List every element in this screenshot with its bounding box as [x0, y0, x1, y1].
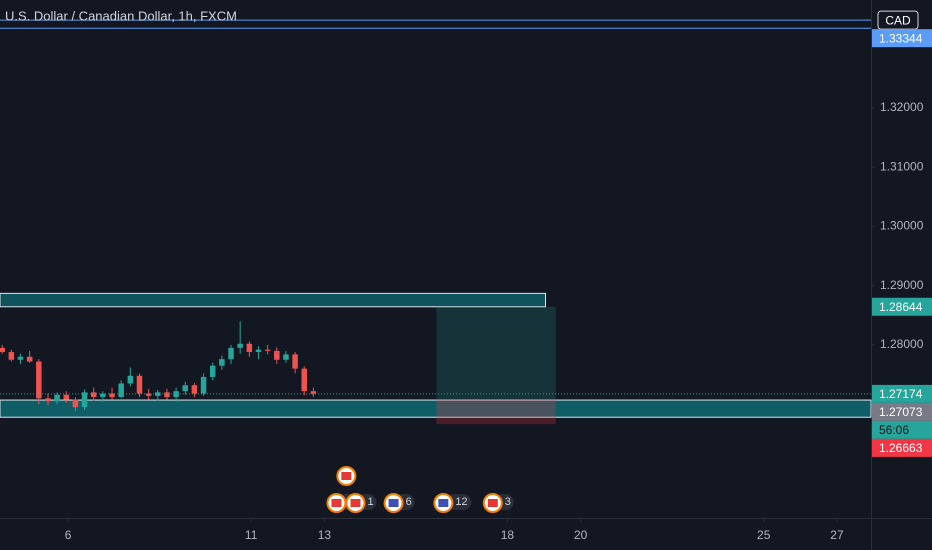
candle-body — [8, 352, 15, 360]
chart-title: U.S. Dollar / Canadian Dollar, 1h, FXCM — [5, 8, 237, 23]
price-label-text: 56:06 — [879, 423, 909, 437]
candle-body — [191, 385, 198, 394]
candle-body — [90, 392, 97, 398]
candle-body — [255, 349, 262, 353]
candle-body — [136, 375, 143, 394]
y-tick-label: 1.28000 — [880, 337, 924, 351]
candle-body — [0, 347, 5, 353]
event-flag — [487, 499, 498, 507]
candle-body — [237, 343, 243, 348]
candle-body — [200, 376, 207, 394]
candle-body — [219, 359, 225, 366]
candle-body — [100, 393, 106, 398]
price-label-text: 1.27073 — [879, 405, 923, 419]
candle-body — [209, 365, 216, 377]
x-tick-label: 18 — [501, 528, 515, 542]
price-label: 56:06 — [872, 420, 932, 439]
candle-body — [283, 354, 289, 360]
y-tick-label: 1.31000 — [880, 159, 924, 173]
price-label-box — [872, 402, 932, 421]
candle-body — [182, 385, 189, 392]
candle-body — [274, 350, 280, 360]
candle-body — [72, 399, 79, 408]
candle-body — [301, 368, 307, 392]
event-flag — [388, 499, 399, 507]
event-flag — [331, 499, 342, 507]
price-label: 1.28644 — [872, 297, 932, 316]
candle-body — [292, 354, 298, 369]
candle-body — [164, 392, 170, 398]
price-label-box — [872, 384, 932, 403]
candle-body — [45, 398, 51, 402]
x-tick-label: 6 — [65, 528, 72, 542]
y-tick-label: 1.32000 — [880, 100, 924, 114]
candle-body — [127, 375, 134, 384]
price-label-text: 1.26663 — [879, 441, 923, 455]
y-tick-label: 1.30000 — [880, 219, 924, 233]
price-label-text: 1.27174 — [879, 387, 923, 401]
price-label-text: CAD — [885, 13, 911, 27]
candle-body — [246, 343, 253, 353]
price-label-box — [872, 420, 932, 439]
candle-body — [155, 392, 161, 396]
event-flag — [350, 499, 361, 507]
price-label-text: 1.33344 — [879, 31, 923, 45]
x-tick-label: 25 — [757, 528, 771, 542]
candle-body — [264, 349, 271, 351]
price-label: 1.26663 — [872, 438, 932, 457]
candle-body — [36, 361, 42, 399]
candle-body — [118, 383, 124, 398]
price-label: 1.27174 — [872, 384, 932, 403]
position-profit — [436, 306, 556, 400]
price-label-box — [872, 297, 932, 316]
x-tick-label: 27 — [830, 528, 844, 542]
candle-body — [54, 394, 60, 402]
price-label: 1.33344 — [872, 29, 932, 48]
event-flag — [341, 472, 352, 480]
event-count: 6 — [406, 496, 412, 508]
event-flag — [438, 499, 449, 507]
event-count: 12 — [455, 496, 467, 508]
candle-body — [17, 356, 24, 360]
zone — [0, 399, 872, 418]
price-label-box — [872, 438, 932, 457]
candle-body — [81, 392, 88, 408]
candle-body — [145, 393, 152, 396]
position-loss — [436, 399, 556, 425]
price-label-box — [872, 29, 932, 48]
price-label: CAD — [877, 10, 919, 30]
x-tick-label: 13 — [318, 528, 332, 542]
event-count: 3 — [505, 496, 511, 508]
candle-body — [109, 393, 115, 398]
candle-body — [26, 356, 33, 362]
zone — [0, 292, 547, 308]
y-tick-label: 1.29000 — [880, 278, 924, 292]
candle-body — [63, 394, 70, 400]
x-tick-label: 20 — [574, 528, 588, 542]
x-tick-label: 11 — [245, 528, 258, 542]
candle-body — [228, 347, 234, 360]
event-count: 1 — [368, 496, 374, 508]
candle-body — [173, 391, 179, 398]
price-label-text: 1.28644 — [879, 300, 923, 314]
price-label: 1.27073 — [872, 402, 932, 421]
candle-body — [310, 391, 317, 394]
